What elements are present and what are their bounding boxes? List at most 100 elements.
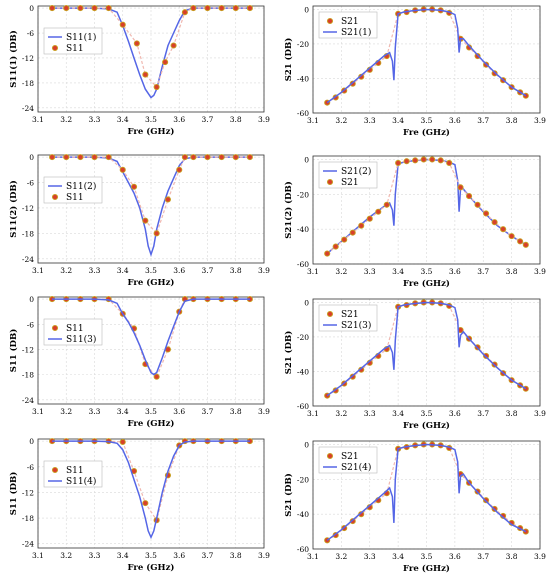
- x-axis-label: Fre (GHz): [128, 562, 175, 573]
- x-tick-label: 3.7: [477, 409, 489, 418]
- series-point: [130, 183, 138, 190]
- x-tick-label: 3.3: [364, 409, 376, 418]
- series-point: [133, 40, 140, 47]
- x-tick-label: 3.7: [477, 267, 489, 276]
- x-tick-label: 3.7: [202, 115, 214, 124]
- legend-label: S21: [341, 178, 359, 188]
- legend-label: S21(4): [341, 462, 371, 473]
- series-point: [508, 233, 515, 240]
- y-tick-label: -24: [22, 104, 34, 113]
- x-tick-label: 3.7: [202, 407, 214, 416]
- x-tick-label: 3.5: [421, 552, 433, 561]
- x-tick-label: 3.3: [364, 552, 376, 561]
- x-tick-label: 3.3: [89, 266, 101, 275]
- chart-panel-6: 3.1 3.2 3.3 3.4 3.5 3.6 3.7 3.8 3.9 0 -20 -40 -60 S21…: [283, 298, 546, 431]
- series-point: [446, 159, 453, 167]
- y-tick-label: 0: [29, 4, 34, 13]
- y-tick-label: -6: [27, 463, 35, 472]
- x-tick-label: 3.6: [449, 116, 461, 125]
- legend-marker-swatch: [51, 324, 59, 332]
- series-point: [142, 71, 149, 78]
- x-tick-label: 3.8: [230, 266, 242, 275]
- y-tick-label: -60: [297, 109, 309, 118]
- x-tick-label: 3.5: [421, 116, 433, 125]
- series-point: [349, 229, 356, 236]
- legend-box: [43, 460, 103, 488]
- x-tick-label: 3.6: [173, 115, 185, 124]
- series-point: [181, 9, 188, 16]
- x-tick-label: 3.8: [506, 267, 518, 276]
- y-tick-label: -40: [297, 367, 309, 376]
- series-point: [412, 157, 419, 164]
- y-tick-label: -24: [22, 396, 34, 405]
- series-point: [153, 230, 160, 237]
- series-trace-S11: [52, 156, 250, 235]
- x-tick-label: 3.5: [145, 115, 157, 124]
- y-tick-label: 0: [304, 5, 309, 14]
- series-line-S11(4): [52, 440, 250, 540]
- series-point: [232, 154, 239, 161]
- legend-label: S11(3): [66, 334, 96, 345]
- x-tick-label: 3.1: [307, 552, 319, 561]
- legend-label: S11(1): [66, 32, 96, 43]
- plot-frame: [312, 440, 541, 550]
- y-axis-label: S21 (DB): [283, 473, 294, 517]
- y-tick-label: 0: [29, 437, 34, 446]
- y-axis-label: S11 (DB): [8, 329, 19, 373]
- series-point: [105, 5, 112, 12]
- x-tick-label: 3.9: [258, 407, 270, 416]
- series-point: [246, 5, 253, 12]
- series-point: [181, 154, 188, 161]
- legend: S11(2)S11: [43, 176, 103, 204]
- series-point: [204, 5, 211, 12]
- series-point: [91, 5, 98, 12]
- series-point: [105, 154, 112, 161]
- x-tick-label: 3.4: [392, 552, 404, 561]
- x-tick-label: 3.4: [117, 551, 129, 560]
- x-axis-label: Fre (GHz): [403, 563, 450, 574]
- legend-label: S21: [341, 17, 359, 27]
- chart-panel-8: 3.1 3.2 3.3 3.4 3.5 3.6 3.7 3.8 3.9 0 -20 -40 -60 S21…: [283, 440, 546, 574]
- y-tick-label: -20: [297, 475, 309, 484]
- series-point: [119, 21, 126, 28]
- legend-label: S21(1): [341, 27, 371, 38]
- x-tick-label: 3.1: [307, 116, 319, 125]
- x-tick-label: 3.9: [258, 115, 270, 124]
- x-tick-label: 3.6: [449, 409, 461, 418]
- legend-marker-swatch: [51, 466, 59, 474]
- plot-frame: [37, 296, 265, 405]
- x-axis-label: Fre (GHz): [128, 126, 175, 137]
- x-tick-label: 3.5: [421, 267, 433, 276]
- chart-panel-7: 3.1 3.2 3.3 3.4 3.5 3.6 3.7 3.8 3.9 0 -6 -12 -18 -24 S…: [8, 437, 270, 573]
- y-axis-label: S11 (DB): [8, 472, 19, 516]
- x-tick-label: 3.7: [202, 551, 214, 560]
- series-point: [522, 528, 529, 535]
- x-tick-label: 3.4: [117, 266, 129, 275]
- series-line-S21(1): [326, 8, 527, 104]
- x-tick-label: 3.2: [335, 267, 347, 276]
- series-point: [190, 154, 197, 161]
- x-tick-label: 3.4: [117, 407, 129, 416]
- series-point: [142, 500, 149, 507]
- y-tick-label: -12: [22, 488, 34, 497]
- y-tick-label: -20: [297, 40, 309, 49]
- x-tick-label: 3.2: [60, 407, 72, 416]
- y-tick-label: -12: [22, 345, 34, 354]
- legend-label: S21(2): [341, 166, 371, 177]
- x-tick-label: 3.8: [506, 552, 518, 561]
- legend-label: S11: [66, 193, 84, 203]
- plot-frame: [312, 155, 541, 265]
- series-point: [457, 184, 464, 191]
- x-tick-label: 3.6: [449, 267, 461, 276]
- x-tick-label: 3.8: [230, 551, 242, 560]
- x-tick-label: 3.5: [145, 551, 157, 560]
- legend-marker-swatch: [51, 44, 59, 52]
- x-tick-label: 3.8: [230, 115, 242, 124]
- series-point: [420, 156, 427, 163]
- legend-label: S11(2): [66, 181, 96, 192]
- y-tick-label: -6: [27, 320, 35, 329]
- legend-marker-swatch: [51, 193, 59, 201]
- series-point: [119, 438, 126, 446]
